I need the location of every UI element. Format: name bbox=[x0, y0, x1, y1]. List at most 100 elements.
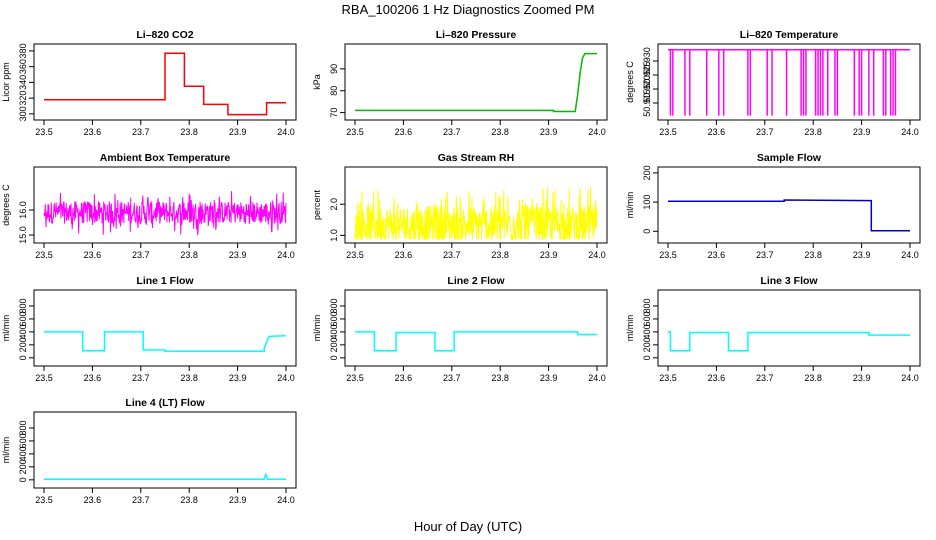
y-tick-label: 1.0 bbox=[329, 229, 339, 242]
y-tick-label: 0 bbox=[329, 355, 339, 360]
y-tick-label: 400 bbox=[329, 324, 339, 339]
x-tick-label: 23.6 bbox=[84, 127, 102, 137]
panel-9: Line 3 Flow ml/min 23.5 23.6 23.7 23.8 23.9 24.… bbox=[625, 275, 921, 383]
plot-frame bbox=[657, 289, 921, 367]
x-tick-label: 24.0 bbox=[901, 373, 919, 383]
x-tick-label: 24.0 bbox=[588, 373, 606, 383]
x-tick-label: 23.5 bbox=[346, 127, 364, 137]
y-axis-label: degrees C bbox=[1, 184, 11, 226]
data-series-line bbox=[355, 52, 597, 113]
x-tick-label: 23.5 bbox=[659, 250, 677, 260]
y-tick-label: 200 bbox=[18, 337, 28, 352]
x-tick-label: 23.5 bbox=[659, 373, 677, 383]
panel-1: Li–820 CO2 Licor ppm 23.5 23.6 23.7 23.8 23.9 2… bbox=[1, 29, 297, 137]
x-tick-label: 23.8 bbox=[180, 495, 198, 505]
x-tick-label: 23.7 bbox=[756, 250, 774, 260]
x-tick-label: 23.6 bbox=[708, 250, 726, 260]
x-tick-label: 23.7 bbox=[756, 127, 774, 137]
x-tick-label: 23.6 bbox=[84, 250, 102, 260]
x-tick-label: 23.6 bbox=[84, 373, 102, 383]
x-tick-label: 24.0 bbox=[901, 127, 919, 137]
y-tick-label: 80 bbox=[329, 86, 339, 96]
x-tick-label: 23.9 bbox=[229, 495, 247, 505]
y-tick-label: 50.930 bbox=[642, 47, 652, 75]
panel-5: Gas Stream RH percent 23.5 23.6 23.7 23.8 23.9… bbox=[312, 152, 608, 260]
data-series-line bbox=[44, 52, 286, 116]
y-tick-label: 800 bbox=[642, 298, 652, 313]
panel-2: Li–820 Pressure kPa 23.5 23.6 23.7 23.8 23.9 24… bbox=[312, 29, 608, 137]
y-tick-label: 800 bbox=[18, 420, 28, 435]
y-tick-label: 360 bbox=[18, 59, 28, 74]
x-tick-label: 23.6 bbox=[395, 127, 413, 137]
x-tick-label: 23.8 bbox=[804, 127, 822, 137]
x-tick-label: 23.9 bbox=[229, 250, 247, 260]
plot-frame bbox=[33, 411, 297, 489]
x-tick-label: 23.6 bbox=[395, 250, 413, 260]
x-tick-label: 23.6 bbox=[708, 373, 726, 383]
y-tick-label: 800 bbox=[329, 298, 339, 313]
y-tick-label: 400 bbox=[642, 324, 652, 339]
panel-3: Li–820 Temperature degrees C 23.5 23.6 23.7 2… bbox=[625, 29, 921, 137]
figure-title: RBA_100206 1 Hz Diagnostics Zoomed PM bbox=[342, 2, 595, 17]
x-tick-label: 23.8 bbox=[180, 373, 198, 383]
x-tick-label: 23.8 bbox=[180, 127, 198, 137]
x-tick-label: 24.0 bbox=[277, 373, 295, 383]
x-tick-label: 23.5 bbox=[346, 373, 364, 383]
y-tick-label: 200 bbox=[18, 459, 28, 474]
panel-10: Line 4 (LT) Flow ml/min 23.5 23.6 23.7 23.8 23… bbox=[1, 397, 297, 505]
x-tick-label: 24.0 bbox=[588, 127, 606, 137]
x-tick-label: 23.8 bbox=[180, 250, 198, 260]
y-axis-label: ml/min bbox=[1, 437, 11, 464]
y-axis-label: kPa bbox=[312, 74, 322, 90]
y-tick-label: 400 bbox=[18, 324, 28, 339]
y-tick-label: 90 bbox=[329, 64, 339, 74]
y-tick-label: 600 bbox=[642, 311, 652, 326]
y-tick-label: 600 bbox=[329, 311, 339, 326]
y-tick-label: 200 bbox=[642, 337, 652, 352]
y-tick-label: 50.915 bbox=[642, 89, 652, 117]
y-tick-label: 340 bbox=[18, 75, 28, 90]
panel-title: Line 3 Flow bbox=[760, 275, 818, 287]
plot-frame bbox=[33, 166, 297, 244]
y-tick-label: 15.0 bbox=[18, 226, 28, 244]
x-tick-label: 24.0 bbox=[277, 127, 295, 137]
x-tick-label: 23.5 bbox=[35, 373, 53, 383]
x-tick-label: 23.5 bbox=[659, 127, 677, 137]
x-tick-label: 23.5 bbox=[35, 127, 53, 137]
x-tick-label: 23.7 bbox=[132, 127, 150, 137]
y-tick-label: 380 bbox=[18, 43, 28, 58]
x-tick-label: 23.7 bbox=[132, 495, 150, 505]
panel-grid: Li–820 CO2 Licor ppm 23.5 23.6 23.7 23.8 23.9 2… bbox=[1, 29, 921, 505]
y-tick-label: 0 bbox=[642, 229, 652, 234]
x-tick-label: 23.6 bbox=[708, 127, 726, 137]
plot-frame bbox=[344, 166, 608, 244]
data-series-line bbox=[44, 331, 287, 353]
panel-6: Sample Flow ml/min 23.5 23.6 23.7 23.8 23.9 24.… bbox=[625, 152, 921, 260]
x-tick-label: 23.9 bbox=[229, 373, 247, 383]
plot-frame bbox=[33, 289, 297, 367]
x-tick-label: 23.7 bbox=[443, 250, 461, 260]
y-tick-label: 200 bbox=[642, 165, 652, 180]
x-tick-label: 24.0 bbox=[277, 495, 295, 505]
y-axis-label: ml/min bbox=[625, 192, 635, 219]
panel-title: Li–820 Temperature bbox=[740, 29, 839, 41]
y-tick-label: 0 bbox=[18, 355, 28, 360]
x-tick-label: 23.9 bbox=[853, 250, 871, 260]
x-tick-label: 24.0 bbox=[901, 250, 919, 260]
data-series-line bbox=[44, 472, 286, 480]
y-tick-label: 320 bbox=[18, 91, 28, 106]
y-tick-label: 0 bbox=[18, 477, 28, 482]
x-tick-label: 23.8 bbox=[491, 127, 509, 137]
y-axis-label: degrees C bbox=[625, 61, 635, 103]
y-tick-label: 400 bbox=[18, 446, 28, 461]
panel-title: Line 4 (LT) Flow bbox=[125, 397, 205, 409]
x-tick-label: 23.8 bbox=[804, 250, 822, 260]
y-axis-label: percent bbox=[312, 189, 322, 220]
x-tick-label: 23.7 bbox=[756, 373, 774, 383]
y-axis-label: ml/min bbox=[625, 315, 635, 342]
y-tick-label: 16.0 bbox=[18, 201, 28, 219]
plot-frame bbox=[344, 43, 608, 121]
plot-frame bbox=[344, 289, 608, 367]
data-series-line bbox=[668, 199, 910, 232]
